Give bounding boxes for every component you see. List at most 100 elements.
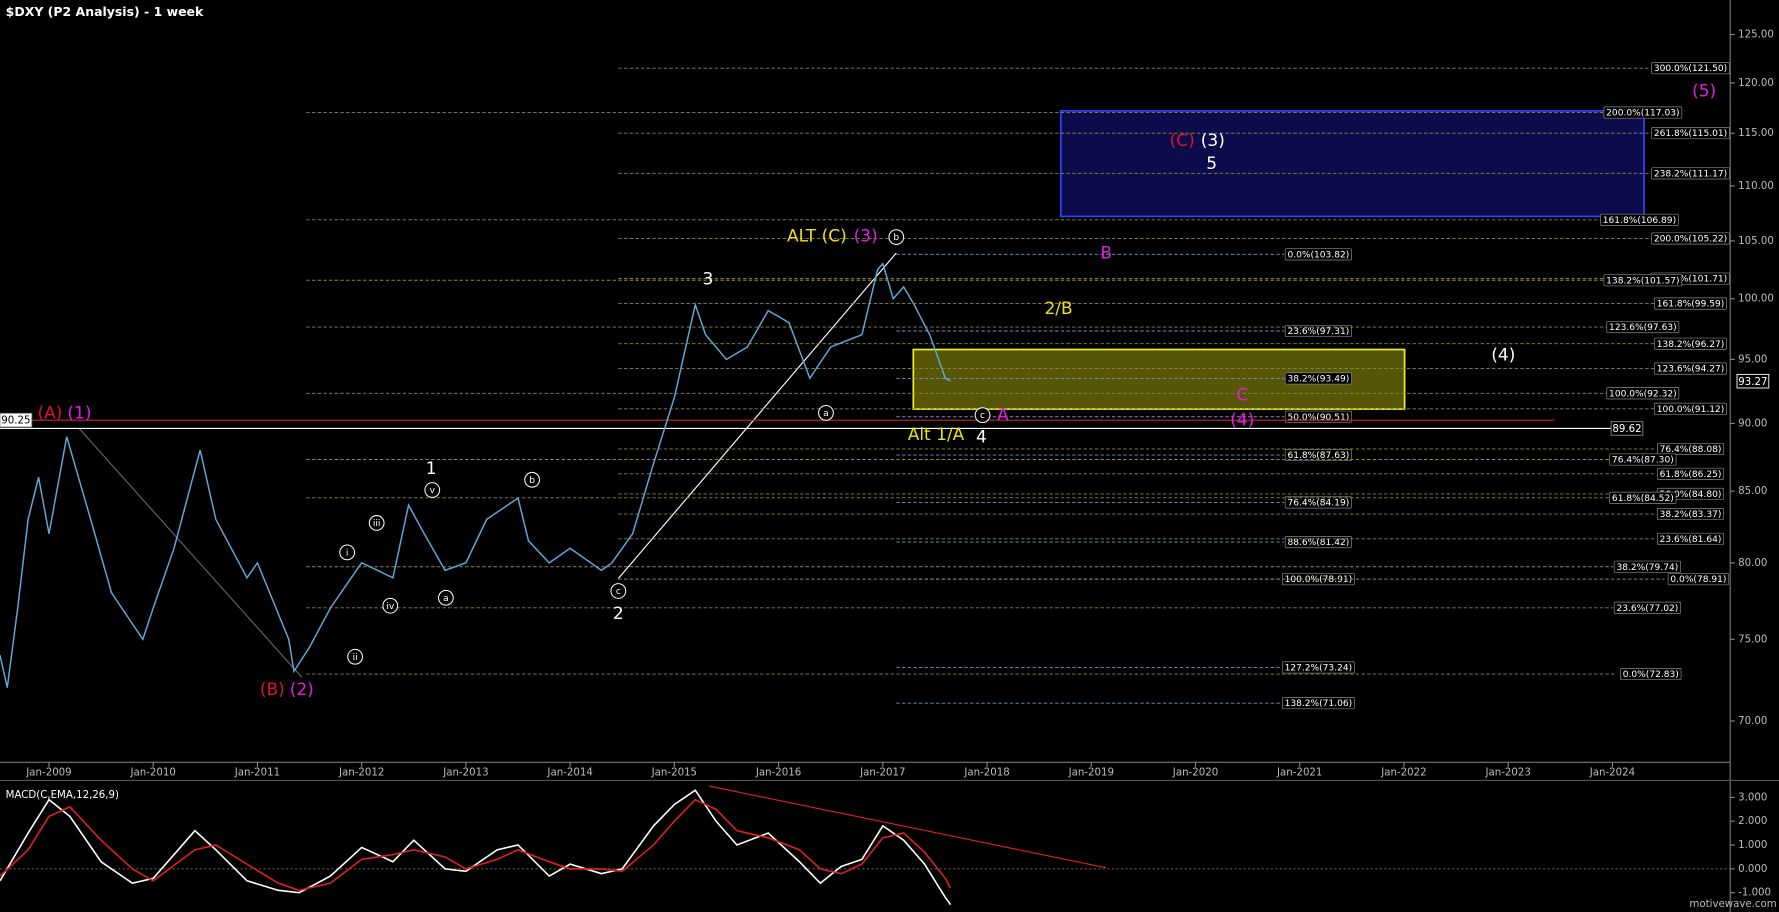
y-tick-label: 120.00 bbox=[1738, 78, 1774, 89]
fib-label: 100.0%(78.91) bbox=[1285, 575, 1353, 585]
trend-line bbox=[78, 428, 303, 678]
fib-label: 138.2%(71.06) bbox=[1285, 699, 1353, 709]
fib-label-box bbox=[1654, 337, 1727, 350]
wave-circle bbox=[888, 229, 905, 245]
fib-label-box bbox=[1613, 560, 1681, 573]
wave-label: iv bbox=[386, 602, 395, 612]
fib-label: 61.8%(86.25) bbox=[1660, 470, 1722, 480]
wave-label: Alt 1/A bbox=[908, 425, 965, 445]
x-tick-label: Jan-2021 bbox=[1276, 767, 1322, 778]
fib-label: 161.8%(99.59) bbox=[1657, 300, 1725, 310]
wave-label: v bbox=[430, 486, 436, 496]
marker-label: 93.27 bbox=[1738, 377, 1767, 388]
fib-label: 23.6%(81.64) bbox=[1660, 535, 1722, 545]
x-tick-label: Jan-2024 bbox=[1589, 767, 1635, 778]
watermark: motivewave.com bbox=[1689, 899, 1776, 910]
fib-label: 100.0%(91.12) bbox=[1657, 405, 1725, 415]
fib-label-box bbox=[1609, 453, 1677, 466]
wave-label: (4) bbox=[1230, 410, 1254, 430]
fib-label-box bbox=[1620, 668, 1682, 681]
fib-label-box bbox=[1603, 274, 1683, 287]
x-tick-label: Jan-2018 bbox=[963, 767, 1009, 778]
chart-title: $DXY (P2 Analysis) - 1 week bbox=[6, 4, 204, 19]
wave-label: A bbox=[997, 406, 1009, 426]
wave-label: iii bbox=[373, 519, 381, 529]
fib-label: 261.8%(115.01) bbox=[1654, 129, 1727, 139]
wave-label: 4 bbox=[976, 427, 987, 447]
wave-circle bbox=[524, 471, 540, 488]
wave-label: (3) bbox=[854, 227, 878, 247]
wave-label: 2/B bbox=[1044, 299, 1072, 319]
fib-label-box bbox=[1281, 697, 1355, 710]
fib-label-box bbox=[1656, 508, 1725, 521]
x-tick-label: Jan-2013 bbox=[442, 767, 488, 778]
fib-label: 23.6%(97.31) bbox=[1287, 327, 1349, 337]
fib-label-box bbox=[1651, 127, 1730, 140]
fib-label-box bbox=[1281, 661, 1355, 674]
price-line bbox=[0, 262, 951, 688]
x-tick-label: Jan-2022 bbox=[1380, 767, 1426, 778]
fib-label: 123.6%(94.27) bbox=[1657, 365, 1725, 375]
wave-label: ALT (C) bbox=[787, 227, 847, 247]
x-tick-label: Jan-2009 bbox=[25, 767, 71, 778]
fib-label-box bbox=[1651, 62, 1730, 75]
macd-y-tick-label: 1.000 bbox=[1738, 840, 1767, 851]
fib-label-box bbox=[1654, 297, 1727, 310]
marker-box bbox=[1610, 421, 1644, 436]
wave-label: c bbox=[616, 587, 621, 597]
divergence-line bbox=[708, 785, 1107, 869]
fib-label-box bbox=[1656, 532, 1725, 545]
marker-box bbox=[0, 412, 33, 428]
wave-label: a bbox=[443, 594, 449, 604]
wave-label: b bbox=[529, 476, 535, 486]
x-tick-label: Jan-2016 bbox=[755, 767, 801, 778]
x-tick-label: Jan-2011 bbox=[234, 767, 280, 778]
y-tick-label: 100.00 bbox=[1738, 294, 1774, 305]
macd-line bbox=[0, 789, 952, 906]
y-tick-label: 90.00 bbox=[1738, 418, 1767, 429]
fib-label-box bbox=[1606, 387, 1680, 400]
fib-label-box bbox=[1654, 402, 1727, 415]
wave-circle bbox=[382, 597, 399, 614]
fib-label: 138.2%(101.57) bbox=[1606, 276, 1679, 286]
x-tick-label: Jan-2015 bbox=[651, 767, 697, 778]
fib-label-box bbox=[1613, 601, 1681, 614]
fib-label: 61.8%(87.63) bbox=[1287, 451, 1349, 461]
fib-label: 76.4%(87.30) bbox=[1612, 456, 1674, 466]
wave-label: (3) bbox=[1201, 131, 1225, 151]
wave-label: 3 bbox=[703, 270, 714, 290]
trend-line bbox=[617, 252, 897, 579]
wave-label: 2 bbox=[613, 604, 624, 624]
wave-label: c bbox=[980, 411, 985, 421]
marker-label: 89.62 bbox=[1612, 424, 1641, 435]
wave-label: (4) bbox=[1491, 346, 1515, 366]
fib-label: 200.0%(105.22) bbox=[1654, 235, 1727, 245]
y-tick-label: 80.00 bbox=[1738, 558, 1767, 569]
y-tick-label: 125.00 bbox=[1738, 30, 1774, 41]
fib-label: 0.0%(103.82) bbox=[1287, 250, 1349, 260]
y-tick-label: 70.00 bbox=[1738, 716, 1767, 727]
fib-label: 123.6%(97.63) bbox=[1609, 323, 1677, 333]
fib-label: 127.2%(73.24) bbox=[1285, 663, 1353, 673]
fib-label: 76.4%(88.08) bbox=[1660, 445, 1722, 455]
fib-label-box bbox=[1284, 496, 1352, 509]
y-tick-label: 95.00 bbox=[1738, 354, 1767, 365]
wave-circle bbox=[339, 544, 356, 561]
wave-label: (A) bbox=[37, 403, 62, 423]
y-tick-label: 110.00 bbox=[1738, 181, 1774, 192]
wave-label: i bbox=[346, 548, 349, 558]
wave-circle bbox=[424, 482, 441, 498]
fib-label: 50.0%(84.80) bbox=[1660, 490, 1722, 500]
fib-label: 23.6%(77.02) bbox=[1616, 604, 1678, 614]
fib-label: 300.0%(121.50) bbox=[1654, 64, 1727, 74]
fib-label-box bbox=[1284, 372, 1352, 385]
x-tick-label: Jan-2023 bbox=[1485, 767, 1531, 778]
macd-y-tick-label: 2.000 bbox=[1738, 816, 1767, 827]
wave-circle bbox=[347, 648, 364, 665]
wave-label: a bbox=[823, 409, 829, 419]
macd-y-tick-label: 3.000 bbox=[1738, 792, 1767, 803]
fib-label: 100.0%(92.32) bbox=[1609, 389, 1677, 399]
fib-label-box bbox=[1600, 213, 1679, 226]
